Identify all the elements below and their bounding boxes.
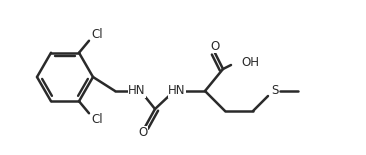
Text: O: O (138, 126, 147, 140)
Text: S: S (271, 84, 279, 97)
Text: HN: HN (128, 84, 146, 97)
Text: Cl: Cl (91, 28, 103, 41)
Text: OH: OH (241, 57, 259, 69)
Text: Cl: Cl (91, 113, 103, 126)
Text: HN: HN (168, 84, 186, 97)
Text: O: O (210, 40, 220, 53)
